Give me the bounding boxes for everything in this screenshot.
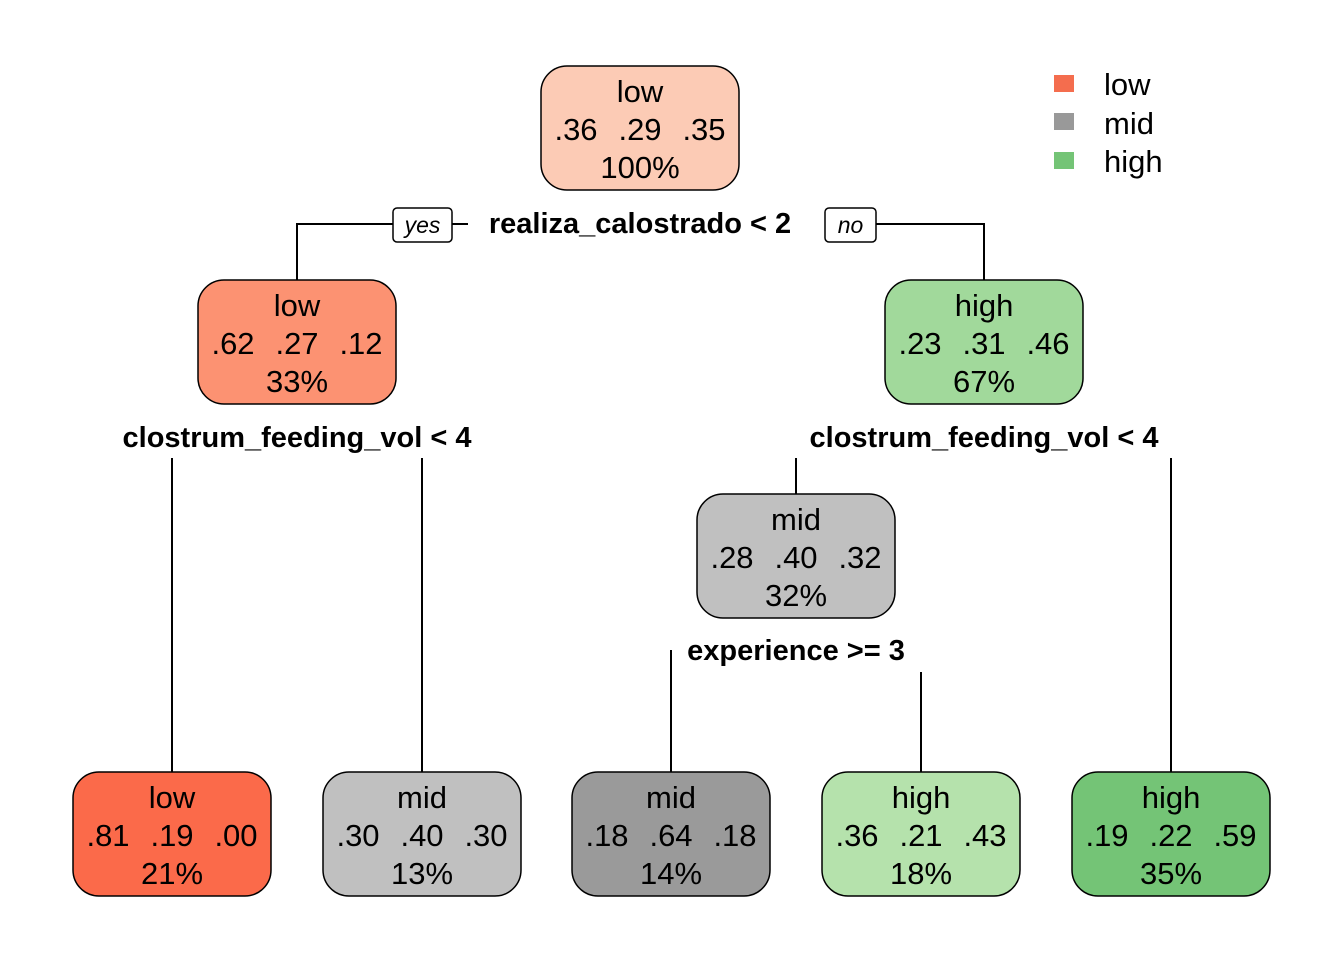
node-box xyxy=(72,771,272,897)
leaf-1: low .81 .19 .00 21% xyxy=(72,771,272,897)
node-prob-mid: .22 xyxy=(1149,818,1192,853)
node-box xyxy=(322,771,522,897)
edge-root-left xyxy=(296,223,393,280)
node-prob-mid: .19 xyxy=(150,818,193,853)
node-prob-mid: .29 xyxy=(618,112,661,147)
branch-yes-label: yes xyxy=(392,207,453,243)
split-label-root: realiza_calostrado < 2 xyxy=(489,208,791,240)
node-prob-mid: .21 xyxy=(899,818,942,853)
node-prob-high: .35 xyxy=(682,112,725,147)
node-class-label: high xyxy=(892,780,951,815)
node-prob-mid: .40 xyxy=(774,540,817,575)
node-prob-low: .30 xyxy=(336,818,379,853)
node-box xyxy=(197,279,397,405)
node-prob-mid: .64 xyxy=(649,818,692,853)
node-prob-high: .32 xyxy=(838,540,881,575)
node-percent: 18% xyxy=(890,856,952,891)
node-prob-low: .19 xyxy=(1085,818,1128,853)
node-box xyxy=(1071,771,1271,897)
node-left: low .62 .27 .12 33% xyxy=(197,279,397,405)
node-percent: 13% xyxy=(391,856,453,891)
legend-label-low: low xyxy=(1104,67,1151,102)
node-class-label: low xyxy=(617,74,664,109)
split-label-mid: experience >= 3 xyxy=(687,635,905,667)
node-prob-high: .43 xyxy=(963,818,1006,853)
node-right-left: mid .28 .40 .32 32% xyxy=(696,493,896,619)
legend-label-high: high xyxy=(1104,144,1163,179)
node-class-label: high xyxy=(1142,780,1201,815)
node-prob-low: .23 xyxy=(898,326,941,361)
node-box xyxy=(696,493,896,619)
legend-swatch-high xyxy=(1054,152,1074,169)
split-label-left: clostrum_feeding_vol < 4 xyxy=(123,422,472,454)
node-prob-high: .46 xyxy=(1026,326,1069,361)
node-prob-low: .36 xyxy=(835,818,878,853)
node-prob-low: .36 xyxy=(554,112,597,147)
node-percent: 21% xyxy=(141,856,203,891)
node-right: high .23 .31 .46 67% xyxy=(884,279,1084,405)
leaf-5: high .19 .22 .59 35% xyxy=(1071,771,1271,897)
node-box xyxy=(540,65,740,191)
node-class-label: low xyxy=(274,288,321,323)
node-class-label: mid xyxy=(771,502,821,537)
node-class-label: low xyxy=(149,780,196,815)
leaf-2: mid .30 .40 .30 13% xyxy=(322,771,522,897)
tree-edges xyxy=(171,223,1172,772)
node-box xyxy=(884,279,1084,405)
node-prob-high: .18 xyxy=(713,818,756,853)
branch-yes-text: yes xyxy=(403,212,441,238)
node-box xyxy=(571,771,771,897)
node-prob-low: .62 xyxy=(211,326,254,361)
node-prob-low: .81 xyxy=(86,818,129,853)
node-box xyxy=(821,771,1021,897)
node-percent: 32% xyxy=(765,578,827,613)
leaf-3: mid .18 .64 .18 14% xyxy=(571,771,771,897)
split-label-right: clostrum_feeding_vol < 4 xyxy=(810,422,1159,454)
node-class-label: mid xyxy=(397,780,447,815)
node-prob-high: .00 xyxy=(214,818,257,853)
legend: low mid high xyxy=(1054,67,1163,179)
node-prob-high: .12 xyxy=(339,326,382,361)
node-percent: 33% xyxy=(266,364,328,399)
node-prob-mid: .31 xyxy=(962,326,1005,361)
branch-no-label: no xyxy=(824,207,877,243)
node-prob-mid: .27 xyxy=(275,326,318,361)
node-prob-high: .30 xyxy=(464,818,507,853)
legend-label-mid: mid xyxy=(1104,106,1154,141)
node-prob-high: .59 xyxy=(1213,818,1256,853)
edge-root-right xyxy=(876,223,985,280)
legend-swatch-mid xyxy=(1054,113,1074,130)
node-prob-low: .18 xyxy=(585,818,628,853)
leaf-4: high .36 .21 .43 18% xyxy=(821,771,1021,897)
legend-swatch-low xyxy=(1054,75,1074,92)
node-percent: 100% xyxy=(600,150,679,185)
node-percent: 67% xyxy=(953,364,1015,399)
node-prob-low: .28 xyxy=(710,540,753,575)
node-percent: 35% xyxy=(1140,856,1202,891)
node-percent: 14% xyxy=(640,856,702,891)
node-prob-mid: .40 xyxy=(400,818,443,853)
node-class-label: mid xyxy=(646,780,696,815)
node-class-label: high xyxy=(955,288,1014,323)
branch-no-text: no xyxy=(838,212,864,238)
